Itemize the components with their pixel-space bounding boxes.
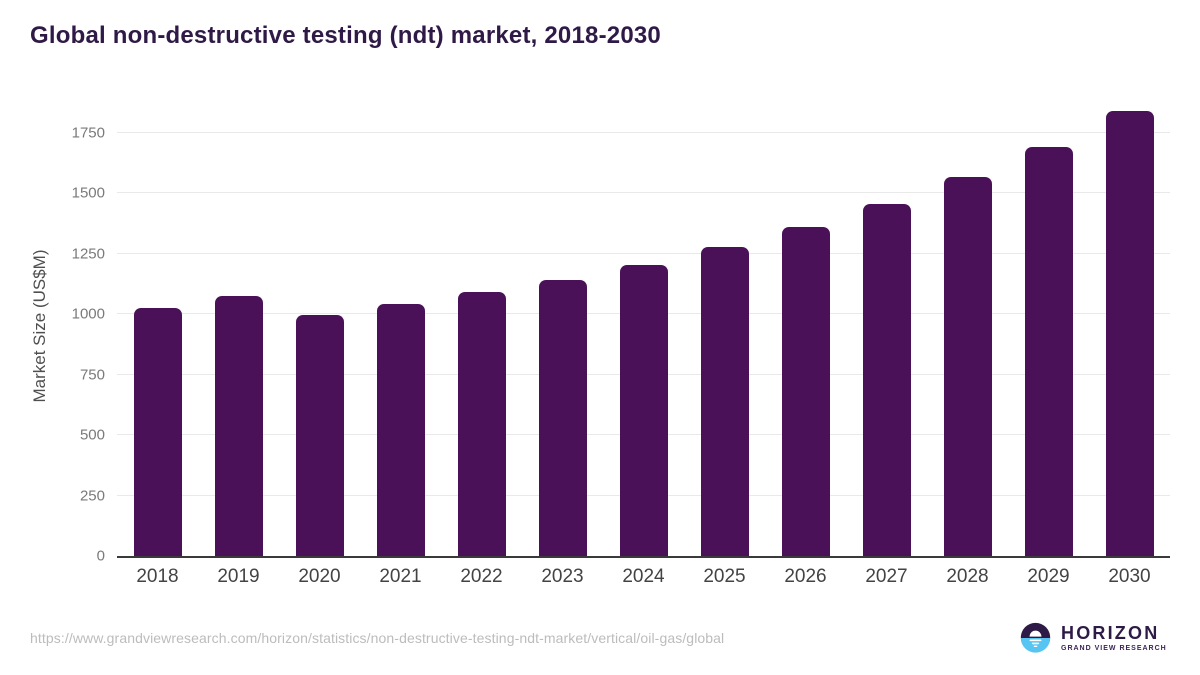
y-tick-label-1500: 1500 xyxy=(71,184,105,202)
bar-2019 xyxy=(214,296,263,556)
bar-2026 xyxy=(781,226,830,556)
x-tick-label-2018: 2018 xyxy=(136,566,179,587)
y-tick-label-0: 0 xyxy=(96,547,105,565)
horizon-logo: HORIZON GRAND VIEW RESEARCH xyxy=(1019,621,1167,654)
bar-2023 xyxy=(538,279,587,556)
logo-primary-text: HORIZON xyxy=(1061,622,1160,643)
source-url: https://www.grandviewresearch.com/horizo… xyxy=(30,630,725,646)
bar-2021 xyxy=(376,303,425,556)
logo-text: HORIZON GRAND VIEW RESEARCH xyxy=(1061,624,1167,652)
bar-2018 xyxy=(133,307,182,556)
x-tick-label-2030: 2030 xyxy=(1108,566,1151,587)
x-tick-label-2023: 2023 xyxy=(541,566,584,587)
gridline-1250 xyxy=(117,252,1170,254)
y-tick-label-750: 750 xyxy=(79,366,105,384)
x-tick-label-2025: 2025 xyxy=(703,566,746,587)
x-tick-label-2019: 2019 xyxy=(217,566,260,587)
gridline-1500 xyxy=(117,192,1170,194)
bar-2025 xyxy=(700,246,749,556)
bars-container xyxy=(117,100,1170,556)
y-tick-label-1000: 1000 xyxy=(71,305,105,323)
x-tick-label-2028: 2028 xyxy=(946,566,989,587)
logo-secondary-text: GRAND VIEW RESEARCH xyxy=(1061,644,1167,652)
x-tick-label-2029: 2029 xyxy=(1027,566,1070,587)
x-tick-label-2024: 2024 xyxy=(622,566,665,587)
x-axis-labels: 2018 2019 2020 2021 2022 2023 2024 2025 2026 2027… xyxy=(117,566,1170,588)
y-axis-title: Market Size (US$M) xyxy=(30,249,49,403)
x-tick-label-2021: 2021 xyxy=(379,566,422,587)
x-tick-label-2022: 2022 xyxy=(460,566,503,587)
bar-2030 xyxy=(1105,111,1154,556)
horizon-logo-icon xyxy=(1020,622,1051,653)
bar-2024 xyxy=(619,264,668,556)
x-tick-label-2026: 2026 xyxy=(784,566,827,587)
sun-icon xyxy=(1029,630,1042,637)
y-tick-label-500: 500 xyxy=(79,426,105,444)
x-tick-label-2027: 2027 xyxy=(865,566,908,587)
y-tick-label-1250: 1250 xyxy=(71,245,105,263)
bar-2020 xyxy=(295,315,344,556)
plot-area: 0 250 500 750 1000 1250 1500 1750 xyxy=(72,100,1170,565)
gridline-1750 xyxy=(117,131,1170,133)
bar-2029 xyxy=(1024,146,1073,556)
bar-2022 xyxy=(457,292,506,556)
chart-title: Global non-destructive testing (ndt) mar… xyxy=(30,22,661,49)
y-tick-label-250: 250 xyxy=(79,487,105,505)
x-tick-label-2020: 2020 xyxy=(298,566,341,587)
y-tick-label-1750: 1750 xyxy=(71,124,105,142)
bar-2028 xyxy=(943,177,992,556)
bar-2027 xyxy=(862,204,911,556)
